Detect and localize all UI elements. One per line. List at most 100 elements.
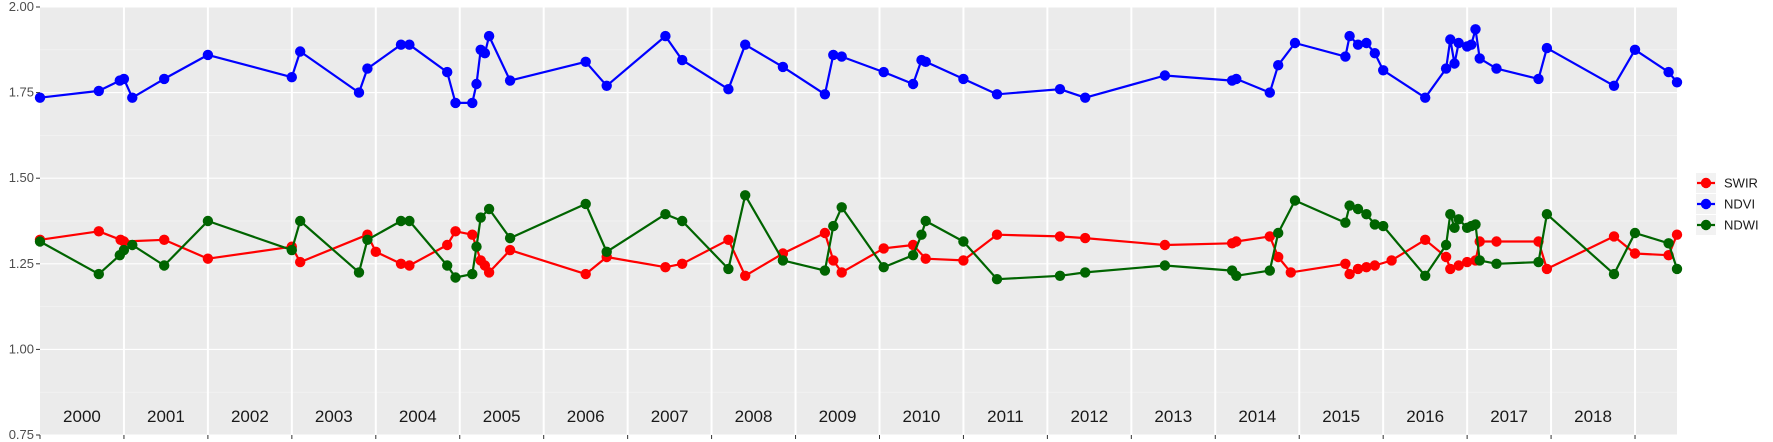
data-point: [836, 202, 847, 213]
data-point: [442, 260, 453, 271]
year-label: 2003: [315, 407, 353, 426]
data-point: [1663, 66, 1674, 78]
data-point: [878, 262, 889, 273]
data-point: [1054, 231, 1066, 242]
year-label: 2009: [819, 407, 857, 426]
data-point: [118, 244, 130, 256]
data-point: [828, 220, 839, 232]
data-point: [1541, 209, 1553, 220]
data-point: [907, 78, 919, 90]
data-point: [1264, 87, 1276, 98]
data-point: [467, 268, 478, 280]
data-point: [404, 260, 415, 271]
year-label: 2012: [1070, 407, 1108, 426]
data-point: [1344, 268, 1355, 280]
data-point: [1449, 58, 1460, 69]
data-point: [1231, 236, 1242, 247]
data-point: [1541, 42, 1553, 54]
data-point: [1445, 34, 1456, 45]
year-label: 2005: [483, 407, 521, 426]
data-point: [740, 39, 751, 50]
data-point: [1231, 73, 1242, 85]
data-point: [1629, 248, 1641, 259]
data-point: [1289, 195, 1301, 206]
data-point: [1470, 219, 1481, 230]
data-point: [1344, 30, 1355, 42]
data-point: [677, 215, 688, 227]
data-point: [1440, 239, 1452, 251]
year-labels: 2000 2001 2002 2003 2004 2005 2006 2007 2008 2009…: [63, 407, 1612, 426]
data-point: [1420, 234, 1431, 245]
data-point: [286, 72, 297, 83]
data-point: [1541, 263, 1553, 275]
data-point: [1470, 24, 1481, 35]
data-point: [958, 255, 969, 266]
legend-item-swir: SWIR: [1696, 173, 1758, 193]
data-point: [1361, 262, 1372, 273]
legend-label: NDVI: [1724, 197, 1755, 212]
y-tick-label: 1.00: [9, 341, 34, 356]
data-point: [202, 253, 214, 264]
legend-label: NDWI: [1724, 218, 1759, 233]
data-point: [1671, 229, 1683, 240]
data-point: [1453, 260, 1464, 271]
data-point: [127, 239, 138, 251]
data-point: [819, 89, 831, 100]
data-point: [1054, 84, 1066, 95]
data-point: [1445, 263, 1456, 275]
data-point: [127, 92, 138, 103]
data-point: [1440, 63, 1452, 74]
data-point: [1378, 220, 1389, 232]
data-point: [958, 73, 969, 85]
data-point: [1466, 39, 1477, 50]
data-point: [878, 66, 889, 78]
year-label: 2010: [903, 407, 941, 426]
legend-item-ndwi: NDWI: [1696, 215, 1759, 235]
data-point: [442, 239, 453, 251]
data-point: [1449, 222, 1460, 233]
series-swir: [34, 226, 1683, 281]
data-point: [1420, 92, 1431, 103]
series-layer: [34, 24, 1683, 285]
data-point: [471, 78, 482, 90]
data-point: [442, 66, 453, 78]
data-point: [1420, 270, 1431, 281]
data-point: [1273, 59, 1284, 71]
data-point: [450, 226, 461, 237]
major-gridlines: [40, 6, 1677, 436]
legend-key-point: [1700, 198, 1712, 210]
y-tick-label: 1.50: [9, 170, 34, 185]
y-tick-label: 0.75: [9, 427, 34, 442]
legend: SWIR NDVI NDWI: [1696, 173, 1759, 235]
data-point: [1369, 219, 1381, 230]
data-point: [1453, 37, 1464, 49]
data-point: [1369, 48, 1381, 59]
data-point: [286, 244, 297, 256]
data-point: [1629, 227, 1641, 239]
data-point: [878, 243, 889, 254]
year-label: 2013: [1154, 407, 1192, 426]
year-label: 2016: [1406, 407, 1444, 426]
year-label: 2004: [399, 407, 437, 426]
data-point: [836, 267, 847, 278]
data-point: [660, 262, 671, 273]
data-point: [1159, 70, 1171, 81]
legend-key-point: [1700, 219, 1712, 231]
data-point: [1361, 37, 1372, 49]
data-point: [1440, 251, 1452, 263]
data-point: [1289, 37, 1301, 49]
data-point: [1474, 53, 1485, 64]
data-point: [370, 246, 381, 257]
data-point: [395, 258, 407, 269]
data-point: [991, 274, 1003, 285]
data-point: [920, 253, 931, 264]
y-tick-label: 1.25: [9, 256, 34, 271]
data-point: [740, 270, 751, 281]
data-point: [1453, 214, 1464, 225]
data-point: [1285, 267, 1297, 278]
data-point: [777, 255, 789, 266]
data-point: [295, 256, 306, 268]
data-point: [1080, 232, 1091, 244]
data-point: [991, 89, 1003, 100]
data-point: [1159, 239, 1171, 251]
